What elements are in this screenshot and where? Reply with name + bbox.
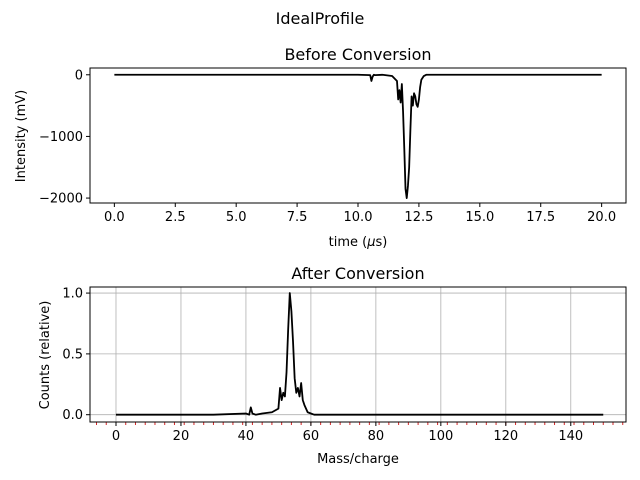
x-tick-label-after: 0 [112,429,120,444]
x-tick-label-after: 20 [173,429,190,444]
y-tick-label-after: 0.0 [62,408,83,423]
y-axis-label-after: Counts (relative) [38,301,53,410]
x-tick-label-after: 100 [428,429,453,444]
chart-title-before: Before Conversion [284,45,431,64]
x-tick-label-before: 12.5 [404,210,433,225]
plot-area-after [90,287,626,422]
axes-frame-after [89,286,627,423]
x-tick-label-before: 17.5 [526,210,555,225]
series-line-after [115,292,604,416]
x-tick-label-after: 80 [368,429,385,444]
plot-area-before [90,68,626,203]
x-axis-label-after: Mass/charge [317,452,399,467]
x-tick-label-after: 120 [493,429,518,444]
x-tick-label-after: 140 [558,429,583,444]
series-line-before [114,73,602,199]
x-tick-label-before: 2.5 [165,210,186,225]
x-tick-label-after: 40 [238,429,255,444]
x-tick-label-before: 20.0 [587,210,616,225]
y-tick-label-after: 1.0 [62,287,83,302]
y-tick-label-before: −1000 [39,130,83,145]
y-axis-label-before: Intensity (mV) [14,90,29,182]
y-tick-label-before: 0 [75,68,83,83]
x-tick-label-before: 15.0 [465,210,494,225]
axes-frame-before [89,67,627,204]
chart-title-after: After Conversion [291,264,424,283]
figure-suptitle: IdealProfile [276,9,365,28]
x-tick-label-before: 7.5 [287,210,308,225]
panel-before-conversion: Before Conversion 0.0 2.5 5.0 7.5 10.0 12.5 15… [14,45,627,250]
x-tick-label-before: 10.0 [344,210,373,225]
x-tick-label-before: 5.0 [226,210,247,225]
y-tick-label-before: −2000 [39,192,83,207]
panel-after-conversion: After Conversion 0 20 40 60 80 100 120 140 0.0 0.… [38,264,627,467]
x-tick-label-after: 60 [303,429,320,444]
x-axis-label-before: time (μs) [329,235,388,250]
y-tick-label-after: 0.5 [62,347,83,362]
x-tick-label-before: 0.0 [104,210,125,225]
